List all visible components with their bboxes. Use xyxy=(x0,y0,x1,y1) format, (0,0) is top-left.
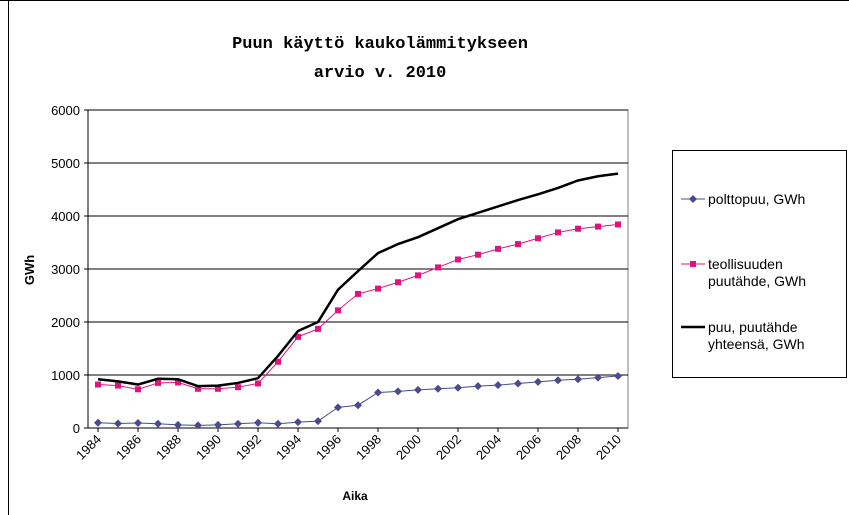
legend-marker xyxy=(690,261,696,267)
marker xyxy=(374,388,382,397)
legend-item: teollisuuden puutähde, GWh xyxy=(681,256,838,290)
marker xyxy=(454,383,462,392)
legend-label: polttopuu, GWh xyxy=(708,191,806,207)
chart-title: Puun käyttö kaukolämmitykseen xyxy=(232,35,528,54)
marker xyxy=(395,279,401,286)
marker xyxy=(534,377,542,386)
x-tick-label: 1984 xyxy=(73,432,104,463)
marker xyxy=(514,379,522,388)
marker xyxy=(154,419,162,428)
marker xyxy=(294,418,302,427)
legend: polttopuu, GWh teollisuuden puutähde, GWh… xyxy=(672,150,847,378)
marker xyxy=(434,384,442,393)
marker xyxy=(615,221,621,228)
marker xyxy=(214,420,222,429)
y-tick-label: 1000 xyxy=(51,368,80,383)
legend-label: puu, puutähde yhteensä, GWh xyxy=(708,319,805,352)
marker xyxy=(275,358,281,365)
y-axis-label: GWh xyxy=(22,255,37,285)
x-tick-label: 1990 xyxy=(193,432,224,463)
marker xyxy=(394,387,402,396)
marker xyxy=(574,375,582,384)
marker xyxy=(315,325,321,332)
marker xyxy=(594,373,602,382)
marker xyxy=(555,229,561,236)
y-tick-label: 4000 xyxy=(51,209,80,224)
x-tick-label: 1994 xyxy=(273,432,304,463)
x-tick-label: 2002 xyxy=(433,432,464,463)
y-tick-label: 3000 xyxy=(51,262,80,277)
y-tick-label: 2000 xyxy=(51,315,80,330)
x-tick-label: 1992 xyxy=(233,432,264,463)
marker xyxy=(135,386,141,393)
marker xyxy=(614,372,622,381)
marker xyxy=(455,256,461,263)
marker xyxy=(95,381,101,388)
legend-swatch xyxy=(681,195,705,203)
marker xyxy=(174,420,182,429)
marker xyxy=(475,251,481,258)
marker xyxy=(435,264,441,271)
legend-item: puu, puutähde yhteensä, GWh xyxy=(681,319,838,353)
x-tick-label: 2006 xyxy=(513,432,544,463)
marker xyxy=(354,401,362,410)
x-tick-label: 2010 xyxy=(593,432,624,463)
legend-swatch xyxy=(681,261,705,267)
y-tick-label: 0 xyxy=(73,421,80,436)
x-tick-label: 1988 xyxy=(153,432,184,463)
x-tick-label: 2004 xyxy=(473,432,504,463)
x-tick-label: 1996 xyxy=(313,432,344,463)
marker xyxy=(255,380,261,387)
marker xyxy=(195,385,201,392)
series-line xyxy=(97,172,619,388)
marker xyxy=(474,382,482,391)
x-axis-label: Aika xyxy=(342,489,368,503)
marker xyxy=(155,379,161,386)
marker xyxy=(175,379,181,386)
x-tick-label: 1986 xyxy=(113,432,144,463)
marker xyxy=(215,385,221,392)
marker xyxy=(515,241,521,248)
marker xyxy=(554,376,562,385)
marker xyxy=(314,417,322,426)
marker xyxy=(114,419,122,428)
chart-subtitle: arvio v. 2010 xyxy=(314,64,447,83)
marker xyxy=(494,381,502,390)
y-tick-label: 5000 xyxy=(51,156,80,171)
x-tick-label: 1998 xyxy=(353,432,384,463)
marker xyxy=(414,385,422,394)
legend-swatch xyxy=(681,325,705,329)
marker xyxy=(134,418,142,427)
marker xyxy=(194,421,202,430)
marker xyxy=(595,223,601,230)
marker xyxy=(94,418,102,427)
marker xyxy=(355,290,361,297)
x-tick-label: 2008 xyxy=(553,432,584,463)
marker xyxy=(274,419,282,428)
marker xyxy=(334,403,342,412)
legend-label: teollisuuden puutähde, GWh xyxy=(708,256,807,289)
legend-item: polttopuu, GWh xyxy=(681,191,838,208)
marker xyxy=(234,419,242,428)
marker xyxy=(295,333,301,340)
x-tick-label: 2000 xyxy=(393,432,424,463)
marker xyxy=(115,382,121,389)
marker xyxy=(535,235,541,242)
marker xyxy=(335,307,341,314)
y-tick-label: 6000 xyxy=(51,103,80,118)
marker xyxy=(415,272,421,279)
marker xyxy=(254,418,262,427)
marker xyxy=(575,225,581,232)
legend-marker xyxy=(689,195,697,203)
marker xyxy=(375,285,381,292)
marker xyxy=(235,384,241,391)
marker xyxy=(495,245,501,252)
